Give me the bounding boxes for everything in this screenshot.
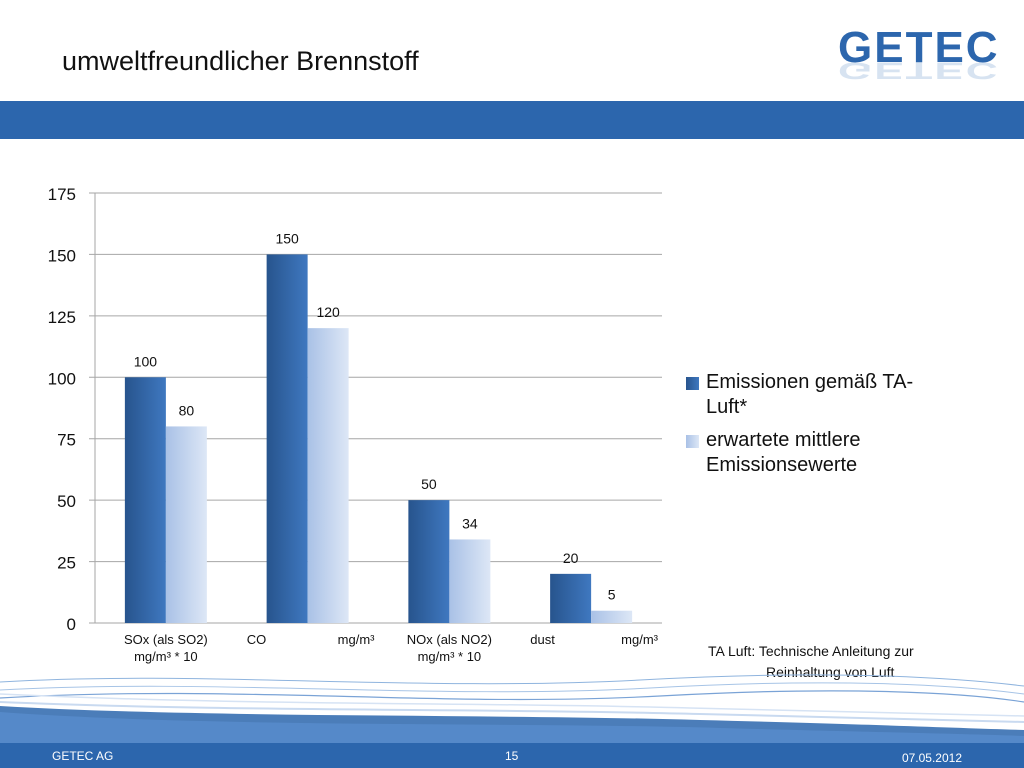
legend-label-series1-line2: Luft* — [706, 396, 748, 418]
footer-bar: GETEC AG 15 07.05.2012 — [0, 743, 1024, 768]
slide-title: umweltfreundlicher Brennstoff — [62, 46, 419, 76]
footer-page-number: 15 — [505, 749, 519, 763]
x-category-label: mg/m³ * 10 — [418, 649, 482, 664]
bar-series2 — [449, 539, 491, 623]
logo-reflection: GETEC — [838, 57, 1000, 84]
bar-series2 — [591, 610, 633, 623]
x-category-unit: mg/m³ — [338, 632, 376, 647]
y-tick-label: 175 — [48, 185, 76, 204]
footnote-line1: TA Luft: Technische Anleitung zur — [708, 643, 914, 659]
data-label: 20 — [563, 550, 579, 566]
bar-series2 — [307, 328, 349, 623]
getec-logo: GETEC GETEC — [838, 23, 1000, 85]
logo-text: GETEC — [838, 23, 1000, 72]
data-label: 150 — [275, 230, 299, 246]
x-category-label: SOx (als SO2) — [124, 632, 208, 647]
x-category-label: dust — [530, 632, 555, 647]
x-category-label: CO — [247, 632, 267, 647]
footer-company: GETEC AG — [52, 749, 114, 763]
data-label: 80 — [179, 402, 195, 418]
bar-series1 — [550, 573, 592, 623]
y-tick-label: 100 — [48, 369, 76, 388]
x-category-label: mg/m³ * 10 — [134, 649, 198, 664]
legend-label-series2-line1: erwartete mittlere — [706, 429, 861, 451]
footer-date: 07.05.2012 — [901, 751, 962, 765]
footnote-line2: Reinhaltung von Luft — [766, 664, 895, 680]
legend-label-series2-line2: Emissionsewerte — [706, 454, 858, 476]
bar-series1 — [124, 377, 166, 623]
y-tick-label: 150 — [48, 246, 76, 265]
label-layer: 0 25 50 75 100 125 150 175 100 80 SOx (als SO2) mg/… — [48, 185, 659, 664]
footnote: TA Luft: Technische Anleitung zur Reinha… — [708, 641, 968, 683]
y-tick-label: 0 — [67, 615, 76, 634]
data-label: 120 — [316, 304, 340, 320]
bar-series2 — [165, 426, 207, 623]
legend-item-series1: Emissionen gemäß TA- Luft* — [686, 370, 976, 420]
legend-swatch-series1 — [686, 377, 699, 390]
data-label: 100 — [134, 353, 158, 369]
y-tick-label: 125 — [48, 308, 76, 327]
data-label: 5 — [608, 587, 616, 603]
y-tick-label: 25 — [57, 554, 76, 573]
chart-legend: Emissionen gemäß TA- Luft* erwartete mit… — [686, 370, 976, 486]
legend-swatch-series2 — [686, 435, 699, 448]
decorative-waves — [0, 674, 1024, 744]
y-tick-label: 75 — [57, 431, 76, 450]
legend-label-series1-line1: Emissionen gemäß TA- — [706, 371, 914, 393]
bar-series1 — [266, 254, 308, 623]
y-tick-label: 50 — [57, 492, 76, 511]
data-label: 50 — [421, 476, 437, 492]
x-category-unit: mg/m³ — [621, 632, 659, 647]
data-label: 34 — [462, 515, 478, 531]
bar-layer — [124, 254, 633, 623]
bar-series1 — [408, 500, 450, 623]
x-category-label: NOx (als NO2) — [407, 632, 492, 647]
title-bar — [0, 101, 1024, 139]
legend-item-series2: erwartete mittlere Emissionsewerte — [686, 428, 976, 478]
bar-chart: 0 25 50 75 100 125 150 175 100 80 SOx (als SO2) mg/… — [48, 185, 662, 664]
